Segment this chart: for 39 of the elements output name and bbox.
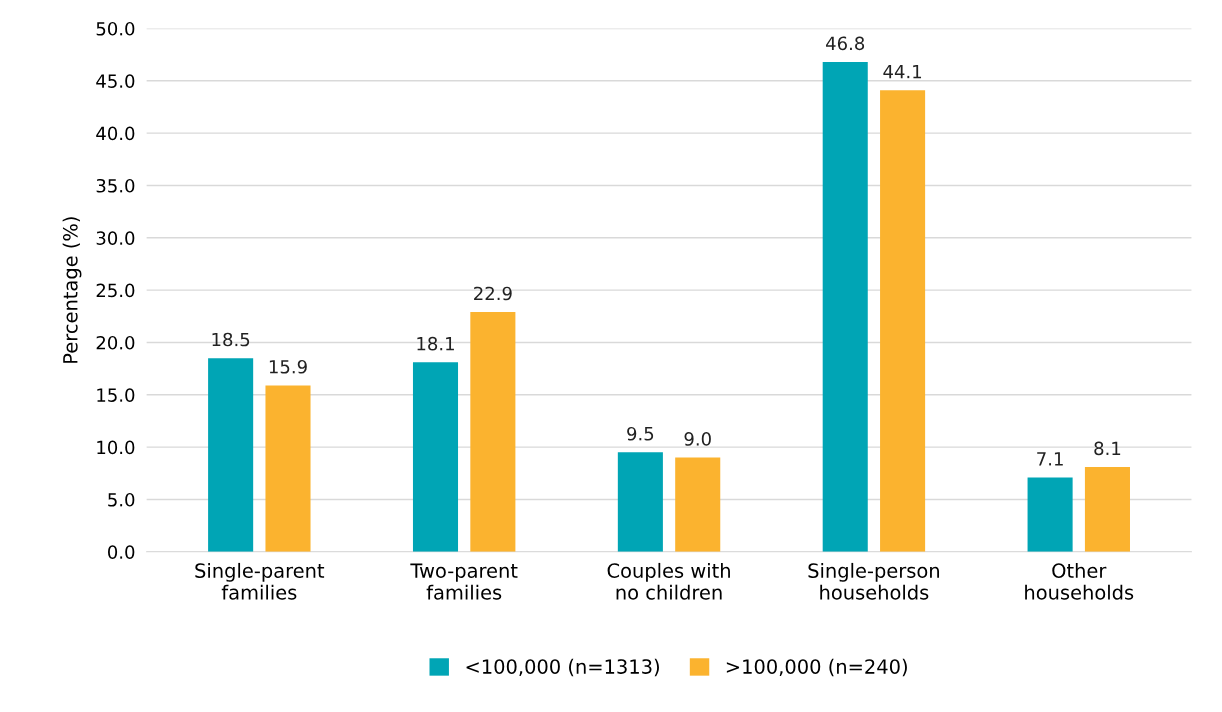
- bar: [208, 358, 254, 552]
- data-label: 44.1: [883, 64, 922, 79]
- y-tick-label: 45.0: [96, 74, 135, 88]
- bar: [1084, 467, 1130, 552]
- y-tick-label: 5.0: [108, 492, 135, 507]
- data-label: 7.1: [1037, 452, 1063, 466]
- data-label: 8.1: [1094, 441, 1121, 456]
- data-label: 18.5: [212, 332, 250, 347]
- bar: [880, 90, 926, 552]
- bar: [617, 452, 663, 552]
- data-label: 9.5: [627, 426, 654, 441]
- y-tick-label: 20.0: [96, 335, 135, 350]
- data-label: 15.9: [269, 359, 307, 374]
- y-tick-label: 40.0: [96, 126, 135, 141]
- y-tick-label: 10.0: [97, 440, 135, 455]
- x-tick-label: Single-parent families: [195, 562, 325, 600]
- bar: [265, 385, 311, 552]
- legend-label: >100,000 (n=240): [726, 658, 907, 677]
- x-tick-label: Couples with no children: [607, 562, 730, 600]
- bar: [470, 312, 516, 552]
- x-tick-label: Single-person households: [808, 562, 939, 600]
- data-label: 46.8: [826, 36, 865, 51]
- bar: [675, 457, 721, 552]
- data-label: 18.1: [417, 336, 454, 351]
- y-tick-label: 30.0: [96, 231, 135, 245]
- x-tick-label: Other households: [1025, 562, 1134, 600]
- bar: [1027, 477, 1073, 552]
- bar: [412, 362, 459, 552]
- data-label: 9.0: [684, 432, 711, 446]
- y-tick-label: 25.0: [96, 283, 135, 298]
- y-tick-label: 35.0: [96, 178, 135, 193]
- bar: [822, 61, 868, 552]
- y-tick-label: 50.0: [96, 21, 135, 36]
- y-tick-label: 0.0: [108, 545, 135, 559]
- y-axis-title: Percentage (%): [62, 217, 82, 363]
- data-label: 22.9: [474, 286, 512, 301]
- y-tick-label: 15.0: [97, 388, 135, 402]
- legend-label: <100,000 (n=1313): [466, 658, 659, 677]
- x-tick-label: Two-parent families: [410, 563, 518, 600]
